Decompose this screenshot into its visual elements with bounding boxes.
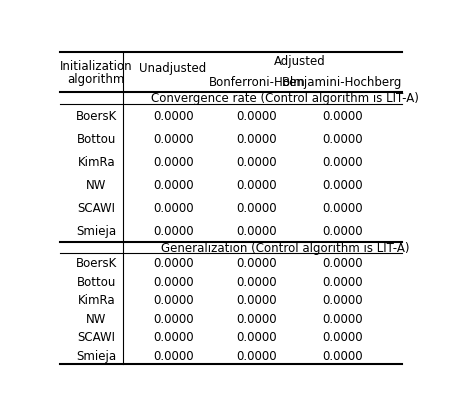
Text: 0.0000: 0.0000: [236, 330, 277, 343]
Text: 0.0000: 0.0000: [236, 349, 277, 362]
Text: 0.0000: 0.0000: [153, 178, 194, 191]
Text: NW: NW: [86, 312, 107, 325]
Text: 0.0000: 0.0000: [322, 224, 363, 237]
Text: BoersK: BoersK: [76, 256, 117, 269]
Text: 0.0000: 0.0000: [236, 201, 277, 214]
Text: 0.0000: 0.0000: [236, 132, 277, 145]
Text: 0.0000: 0.0000: [153, 275, 194, 288]
Text: 0.0000: 0.0000: [236, 178, 277, 191]
Text: 0.0000: 0.0000: [153, 312, 194, 325]
Text: Bottou: Bottou: [76, 132, 116, 145]
Text: 0.0000: 0.0000: [322, 178, 363, 191]
Text: Adjusted: Adjusted: [274, 55, 325, 68]
Text: 0.0000: 0.0000: [322, 349, 363, 362]
Text: 0.0000: 0.0000: [153, 109, 194, 122]
Text: 0.0000: 0.0000: [153, 293, 194, 306]
Text: 0.0000: 0.0000: [322, 201, 363, 214]
Text: 0.0000: 0.0000: [236, 312, 277, 325]
Text: Convergence rate (Control algorithm is LIT-A): Convergence rate (Control algorithm is L…: [151, 92, 419, 105]
Text: 0.0000: 0.0000: [322, 312, 363, 325]
Text: Generalization (Control algorithm is LIT-A): Generalization (Control algorithm is LIT…: [161, 241, 410, 254]
Text: Unadjusted: Unadjusted: [140, 62, 207, 74]
Text: 0.0000: 0.0000: [236, 109, 277, 122]
Text: 0.0000: 0.0000: [153, 201, 194, 214]
Text: 0.0000: 0.0000: [153, 155, 194, 168]
Text: algorithm: algorithm: [68, 73, 125, 85]
Text: SCAWI: SCAWI: [77, 201, 115, 214]
Text: NW: NW: [86, 178, 107, 191]
Text: 0.0000: 0.0000: [153, 256, 194, 269]
Text: KimRa: KimRa: [77, 155, 115, 168]
Text: 0.0000: 0.0000: [153, 349, 194, 362]
Text: 0.0000: 0.0000: [236, 293, 277, 306]
Text: 0.0000: 0.0000: [322, 256, 363, 269]
Text: 0.0000: 0.0000: [236, 224, 277, 237]
Text: 0.0000: 0.0000: [153, 330, 194, 343]
Text: Bottou: Bottou: [76, 275, 116, 288]
Text: BoersK: BoersK: [76, 109, 117, 122]
Text: 0.0000: 0.0000: [236, 275, 277, 288]
Text: 0.0000: 0.0000: [322, 132, 363, 145]
Text: Smieja: Smieja: [76, 349, 117, 362]
Text: Benjamini-Hochberg: Benjamini-Hochberg: [282, 76, 402, 89]
Text: 0.0000: 0.0000: [322, 275, 363, 288]
Text: KimRa: KimRa: [77, 293, 115, 306]
Text: Bonferroni-Holm: Bonferroni-Holm: [208, 76, 305, 89]
Text: 0.0000: 0.0000: [153, 224, 194, 237]
Text: 0.0000: 0.0000: [322, 293, 363, 306]
Text: 0.0000: 0.0000: [236, 256, 277, 269]
Text: 0.0000: 0.0000: [322, 330, 363, 343]
Text: Smieja: Smieja: [76, 224, 117, 237]
Text: SCAWI: SCAWI: [77, 330, 115, 343]
Text: 0.0000: 0.0000: [322, 155, 363, 168]
Text: 0.0000: 0.0000: [236, 155, 277, 168]
Text: 0.0000: 0.0000: [153, 132, 194, 145]
Text: Initialization: Initialization: [60, 60, 133, 73]
Text: 0.0000: 0.0000: [322, 109, 363, 122]
